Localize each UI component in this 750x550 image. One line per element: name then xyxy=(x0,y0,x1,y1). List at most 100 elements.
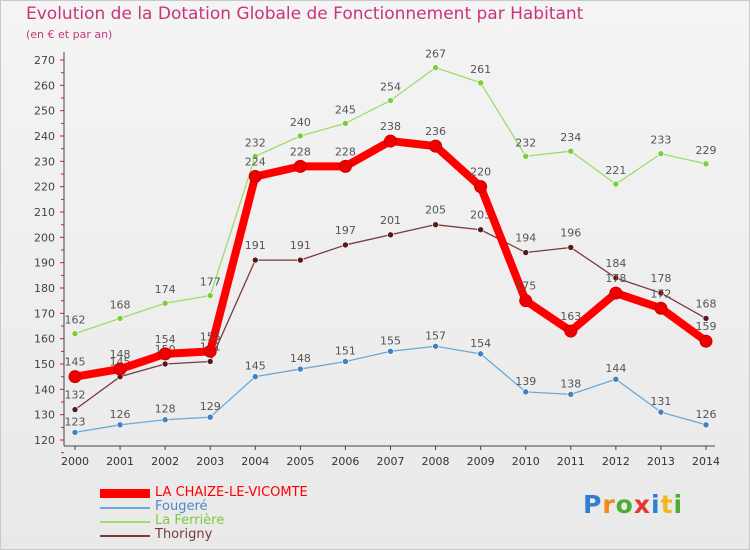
x-tick-label-2004: 2004 xyxy=(241,455,269,468)
series-point-la-ferri-re-2013 xyxy=(657,150,665,158)
data-label-fouger--2000: 123 xyxy=(65,415,86,428)
data-label-thorigny-2008: 205 xyxy=(425,204,446,217)
series-point-la-chaize-le-vicomte-2004 xyxy=(248,170,262,184)
x-tick-label-2003: 2003 xyxy=(196,455,224,468)
y-tick-label-190: 190 xyxy=(34,257,55,270)
legend-item-la-chaize: LA CHAIZE-LE-VICOMTE xyxy=(100,485,500,501)
series-point-la-chaize-le-vicomte-2014 xyxy=(699,334,713,348)
series-point-thorigny-2002 xyxy=(161,360,169,368)
legend-swatch-la-chaize xyxy=(100,489,150,498)
data-label-fouger--2005: 148 xyxy=(290,352,311,365)
x-tick-label-2002: 2002 xyxy=(151,455,179,468)
data-label-fouger--2009: 154 xyxy=(470,337,491,350)
series-point-la-ferri-re-2003 xyxy=(206,292,214,299)
data-label-la-chaize-le-vicomte-2009: 220 xyxy=(470,166,491,179)
data-label-la-chaize-le-vicomte-2004: 224 xyxy=(245,156,266,169)
series-point-thorigny-2008 xyxy=(432,221,439,228)
series-point-fouger--2012 xyxy=(612,375,620,383)
data-label-fouger--2010: 139 xyxy=(515,375,536,388)
data-label-la-chaize-le-vicomte-2005: 228 xyxy=(290,145,311,158)
series-point-thorigny-2010 xyxy=(522,249,530,256)
data-label-la-chaize-le-vicomte-2003: 155 xyxy=(200,330,221,343)
chart-title: Evolution de la Dotation Globale de Fonc… xyxy=(26,4,584,24)
series-point-thorigny-2006 xyxy=(342,241,349,249)
data-label-la-ferri-re-2010: 232 xyxy=(515,136,536,149)
series-point-la-ferri-re-2006 xyxy=(342,120,349,127)
series-point-fouger--2014 xyxy=(702,421,710,429)
data-label-fouger--2012: 144 xyxy=(605,362,626,375)
legend-item-la-ferriere: La Ferrière xyxy=(100,513,500,529)
data-label-thorigny-2012: 184 xyxy=(605,257,626,270)
y-tick-label-170: 170 xyxy=(34,307,55,320)
series-point-thorigny-2009 xyxy=(477,226,484,234)
series-point-fouger--2013 xyxy=(657,408,665,416)
series-point-la-chaize-le-vicomte-2006 xyxy=(338,159,352,173)
x-tick-label-2007: 2007 xyxy=(377,455,405,468)
series-point-la-chaize-le-vicomte-2010 xyxy=(519,294,533,308)
series-point-la-chaize-le-vicomte-2001 xyxy=(113,362,127,376)
data-label-la-ferri-re-2009: 261 xyxy=(470,63,491,76)
data-label-la-chaize-le-vicomte-2012: 178 xyxy=(605,272,626,285)
x-tick-label-2005: 2005 xyxy=(286,455,314,468)
x-tick-label-2013: 2013 xyxy=(647,455,675,468)
series-point-fouger--2006 xyxy=(342,358,349,365)
series-point-la-chaize-le-vicomte-2003 xyxy=(203,344,217,358)
series-point-la-ferri-re-2009 xyxy=(477,79,484,87)
series-point-la-ferri-re-2011 xyxy=(567,147,575,155)
series-point-la-chaize-le-vicomte-2012 xyxy=(609,286,623,300)
series-line-fouger- xyxy=(74,345,707,434)
legend-swatch-fougere xyxy=(100,507,150,509)
series-point-fouger--2007 xyxy=(387,348,394,355)
y-tick-label-260: 260 xyxy=(34,79,55,92)
data-label-la-ferri-re-2003: 177 xyxy=(200,276,221,289)
data-label-la-ferri-re-2001: 168 xyxy=(110,298,131,311)
data-label-la-chaize-le-vicomte-2010: 175 xyxy=(515,280,536,293)
series-point-la-chaize-le-vicomte-2011 xyxy=(564,324,578,338)
y-tick-label-200: 200 xyxy=(34,231,55,244)
x-tick-label-2014: 2014 xyxy=(692,455,720,468)
series-point-thorigny-2005 xyxy=(297,256,304,264)
legend-swatch-thorigny xyxy=(100,535,150,537)
data-label-la-chaize-le-vicomte-2007: 238 xyxy=(380,120,401,133)
data-label-la-ferri-re-2006: 245 xyxy=(335,103,356,116)
series-point-fouger--2003 xyxy=(206,413,214,421)
data-label-fouger--2004: 145 xyxy=(245,360,266,373)
y-tick-label-270: 270 xyxy=(34,54,55,67)
y-tick-label-180: 180 xyxy=(34,282,55,295)
data-label-la-chaize-le-vicomte-2014: 159 xyxy=(696,320,717,333)
series-point-fouger--2001 xyxy=(116,421,124,429)
data-label-la-chaize-le-vicomte-2002: 154 xyxy=(155,333,176,346)
y-tick-label-140: 140 xyxy=(34,383,55,396)
data-label-fouger--2006: 151 xyxy=(335,344,356,357)
legend-item-thorigny: Thorigny xyxy=(100,527,500,543)
series-point-thorigny-2013 xyxy=(657,289,665,297)
data-label-thorigny-2005: 191 xyxy=(290,239,311,252)
series-point-la-ferri-re-2001 xyxy=(116,315,124,322)
series-point-la-ferri-re-2005 xyxy=(297,132,304,140)
data-label-la-chaize-le-vicomte-2001: 148 xyxy=(110,348,131,361)
data-label-fouger--2001: 126 xyxy=(110,408,131,421)
x-tick-label-2006: 2006 xyxy=(331,455,359,468)
data-label-la-ferri-re-2007: 254 xyxy=(380,81,401,94)
series-point-la-chaize-le-vicomte-2005 xyxy=(293,159,307,173)
data-label-la-chaize-le-vicomte-2011: 163 xyxy=(560,310,581,323)
series-point-fouger--2000 xyxy=(71,429,79,436)
y-tick-label-220: 220 xyxy=(34,181,55,194)
data-label-la-ferri-re-2013: 233 xyxy=(650,134,671,147)
y-tick-label-210: 210 xyxy=(34,206,55,219)
data-label-fouger--2011: 138 xyxy=(560,377,581,390)
series-point-fouger--2011 xyxy=(567,391,575,398)
data-label-fouger--2007: 155 xyxy=(380,334,401,347)
series-point-fouger--2002 xyxy=(161,416,169,424)
data-label-la-chaize-le-vicomte-2000: 145 xyxy=(65,356,86,369)
proxiti-logo: Proxiti xyxy=(583,490,684,519)
series-point-la-chaize-le-vicomte-2002 xyxy=(158,347,172,361)
series-point-la-ferri-re-2004 xyxy=(251,152,259,160)
data-label-thorigny-2007: 201 xyxy=(380,214,401,227)
series-point-thorigny-2011 xyxy=(567,244,575,251)
data-label-la-chaize-le-vicomte-2006: 228 xyxy=(335,145,356,158)
legend-label-thorigny: Thorigny xyxy=(155,527,213,542)
data-label-fouger--2013: 131 xyxy=(650,395,671,408)
